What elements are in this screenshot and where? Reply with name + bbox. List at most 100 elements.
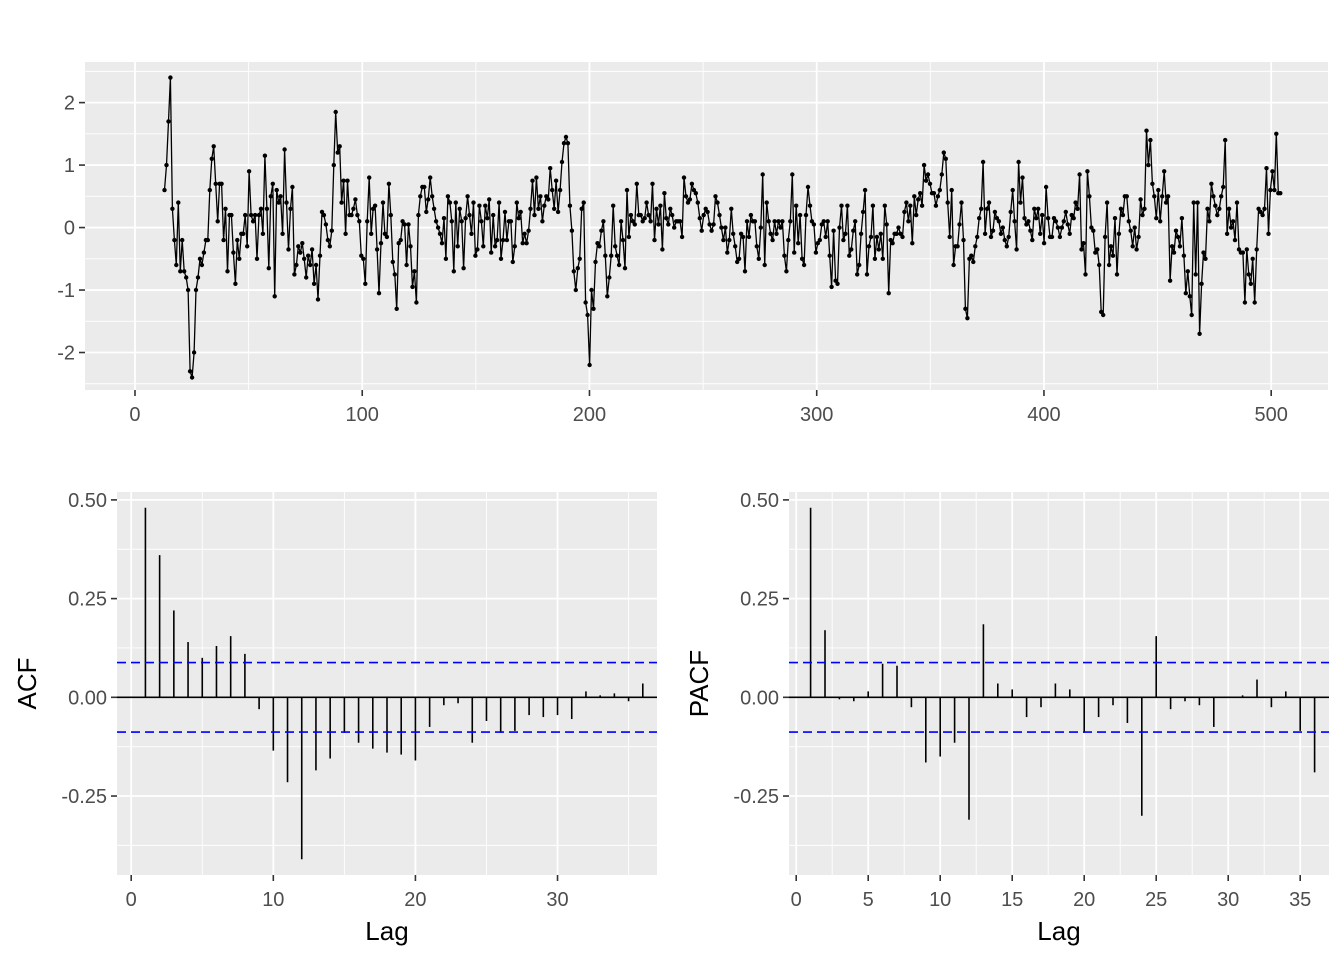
series-point — [601, 219, 606, 224]
series-point — [424, 209, 429, 215]
series-point — [264, 206, 270, 211]
series-point — [189, 375, 195, 380]
series-point — [534, 175, 539, 180]
series-point — [1114, 272, 1120, 277]
series-point — [687, 197, 693, 202]
series-point — [278, 194, 283, 199]
series-point — [219, 181, 224, 186]
series-point — [1041, 241, 1047, 246]
series-point — [648, 219, 653, 224]
series-point — [896, 225, 901, 230]
series-point — [807, 203, 813, 208]
series-point — [341, 178, 346, 183]
series-point — [959, 200, 964, 205]
series-point — [1223, 137, 1228, 143]
series-point — [780, 219, 785, 224]
x-tick-label: 0 — [126, 889, 137, 911]
series-point — [1240, 250, 1246, 255]
series-point — [416, 212, 421, 218]
series-point — [182, 269, 187, 274]
panel-background — [85, 62, 1328, 390]
series-point — [603, 253, 608, 258]
series-point — [294, 262, 299, 268]
series-point — [168, 75, 173, 80]
series-point — [241, 231, 246, 236]
series-point — [573, 287, 578, 293]
series-point — [565, 141, 571, 146]
series-point — [553, 178, 559, 183]
series-point — [766, 219, 771, 224]
series-point — [536, 206, 541, 211]
series-point — [866, 244, 872, 249]
x-axis-title: Lag — [1037, 916, 1080, 946]
x-tick-label: 30 — [1217, 889, 1239, 911]
series-point — [1091, 228, 1096, 233]
series-point — [788, 219, 793, 224]
series-point — [380, 200, 386, 205]
y-tick-label: 0 — [64, 218, 75, 240]
series-point — [823, 234, 828, 240]
series-point — [369, 231, 374, 236]
series-point — [1197, 331, 1202, 336]
series-point — [445, 194, 451, 199]
series-point — [516, 216, 521, 221]
series-point — [762, 262, 767, 268]
series-point — [205, 237, 210, 243]
series-point — [727, 237, 732, 243]
series-point — [1106, 262, 1112, 268]
series-point — [1043, 184, 1049, 190]
series-point — [1158, 219, 1163, 224]
series-point — [437, 231, 443, 236]
series-point — [211, 144, 216, 149]
series-point — [1085, 169, 1090, 174]
series-point — [1195, 200, 1200, 205]
series-point — [599, 228, 604, 233]
series-point — [302, 256, 307, 261]
series-point — [935, 194, 941, 199]
series-point — [666, 222, 671, 227]
series-point — [705, 209, 710, 215]
series-point — [1018, 200, 1023, 205]
series-point — [1154, 216, 1159, 221]
series-point — [571, 269, 576, 274]
panel-background — [789, 492, 1329, 875]
series-point — [1268, 187, 1273, 193]
series-point — [626, 234, 632, 240]
series-point — [998, 231, 1004, 236]
series-point — [758, 225, 763, 230]
series-point — [1112, 216, 1118, 221]
series-point — [955, 244, 960, 249]
series-point — [1118, 206, 1124, 211]
series-point — [567, 203, 573, 208]
series-point — [252, 212, 258, 218]
series-point — [335, 150, 340, 155]
series-point — [1083, 272, 1088, 277]
series-point — [1179, 216, 1185, 221]
series-point — [463, 216, 468, 221]
series-point — [607, 275, 612, 280]
series-point — [947, 234, 952, 240]
series-point — [276, 200, 281, 205]
series-point — [699, 228, 704, 233]
series-point — [1144, 128, 1149, 133]
series-point — [872, 256, 878, 261]
x-tick-label: 20 — [404, 889, 426, 911]
series-point — [845, 203, 850, 208]
series-point — [890, 241, 895, 246]
series-point — [581, 200, 586, 205]
series-point — [784, 269, 789, 274]
series-point — [284, 200, 289, 205]
series-point — [1162, 169, 1167, 174]
time-series-panel: -2 -1 0 1 2 0 100 200 300 400 500 — [57, 62, 1328, 426]
series-point — [864, 272, 870, 277]
series-point — [280, 231, 285, 236]
series-point — [685, 200, 691, 205]
series-point — [1236, 247, 1242, 252]
series-point — [593, 259, 598, 265]
series-point — [319, 209, 325, 215]
series-point — [1248, 281, 1254, 286]
series-point — [937, 187, 942, 193]
series-point — [677, 219, 683, 224]
series-point — [796, 241, 801, 246]
series-point — [1260, 212, 1265, 218]
